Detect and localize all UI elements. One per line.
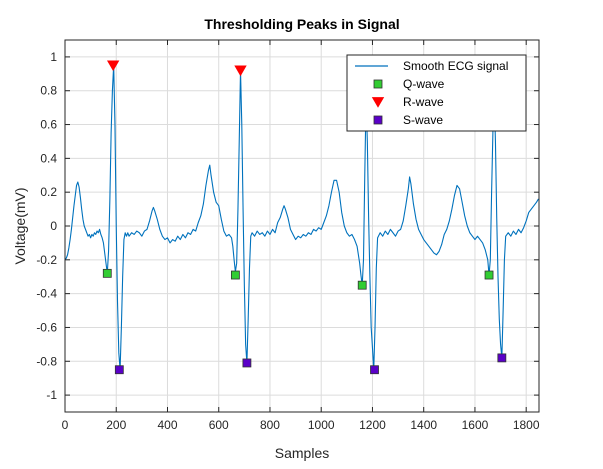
x-tick-label: 0 (62, 418, 69, 432)
y-tick-label: 0 (50, 219, 57, 233)
r-wave-marker (106, 60, 120, 72)
legend-swatch-marker (373, 115, 383, 125)
r-wave-marker (234, 65, 247, 77)
series-layer (65, 64, 539, 371)
x-tick-label: 1600 (462, 418, 489, 432)
x-axis-label: Samples (275, 445, 329, 461)
y-tick-label: -0.8 (36, 354, 57, 368)
s-wave-marker (497, 353, 507, 363)
x-tick-label: 1800 (513, 418, 540, 432)
legend-label: Smooth ECG signal (403, 59, 508, 73)
y-tick-label: -0.6 (36, 320, 57, 334)
tick-layer: 0 200 400 600 800 1000 1200 1400 1600 1800 -1 -0.8 -… (36, 40, 540, 432)
legend-label: S-wave (403, 113, 443, 127)
s-wave-marker (370, 365, 379, 375)
smooth-ecg-signal-line (65, 64, 539, 371)
marker-layer (102, 60, 507, 375)
legend-swatch-marker (373, 79, 383, 89)
x-tick-label: 400 (157, 418, 177, 432)
x-tick-label: 600 (209, 418, 229, 432)
y-tick-label: 0.6 (40, 118, 57, 132)
q-wave-marker (230, 270, 240, 280)
q-wave-marker (484, 270, 494, 280)
legend-swatch-marker (371, 97, 385, 108)
chart-title: Thresholding Peaks in Signal (204, 16, 399, 32)
y-tick-label: -0.2 (36, 253, 57, 267)
legend: Smooth ECG signal Q-wave R-wave S-wave (346, 54, 527, 132)
q-wave-marker (357, 280, 367, 290)
x-tick-label: 200 (106, 418, 126, 432)
x-tick-label: 800 (260, 418, 280, 432)
y-tick-label: 0.2 (40, 185, 57, 199)
y-tick-label: 0.8 (40, 84, 57, 98)
y-tick-label: -1 (46, 388, 57, 402)
legend-label: Q-wave (403, 77, 445, 91)
legend-entries: Smooth ECG signal Q-wave R-wave S-wave (355, 59, 508, 127)
x-tick-label: 1200 (359, 418, 386, 432)
x-tick-label: 1000 (308, 418, 335, 432)
legend-label: R-wave (403, 95, 444, 109)
s-wave-marker (242, 358, 252, 368)
y-tick-label: -0.4 (36, 287, 57, 301)
x-tick-label: 1400 (410, 418, 437, 432)
y-axis-label: Voltage(mV) (12, 187, 28, 264)
y-tick-label: 1 (50, 50, 57, 64)
s-wave-marker (114, 365, 124, 375)
q-wave-marker (102, 268, 112, 278)
y-tick-label: 0.4 (40, 151, 57, 165)
